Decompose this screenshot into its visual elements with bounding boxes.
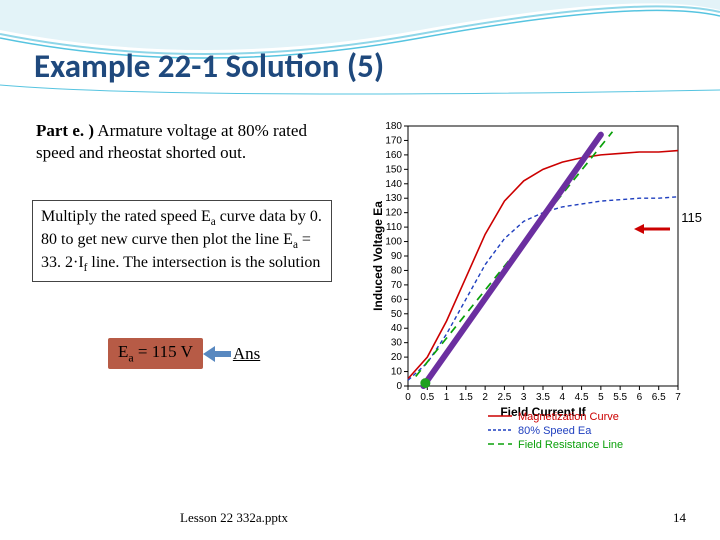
svg-text:30: 30 (391, 338, 403, 349)
svg-text:80: 80 (391, 265, 403, 276)
part-e-text: Part e. ) Armature voltage at 80% rated … (36, 120, 336, 164)
svg-text:60: 60 (391, 294, 403, 305)
svg-text:10: 10 (391, 367, 403, 378)
svg-text:0: 0 (396, 381, 402, 392)
ea-vs-if-chart: 0102030405060708090100110120130140150160… (368, 116, 702, 464)
svg-text:120: 120 (385, 208, 402, 219)
svg-text:6.5: 6.5 (652, 392, 666, 403)
svg-text:170: 170 (385, 135, 402, 146)
svg-text:110: 110 (386, 222, 402, 233)
svg-text:100: 100 (385, 237, 402, 248)
answer-row: Ea = 115 V Ans (108, 338, 260, 369)
svg-text:2.5: 2.5 (497, 392, 511, 403)
svg-text:1.5: 1.5 (459, 392, 473, 403)
svg-text:130: 130 (385, 193, 402, 204)
svg-text:7: 7 (675, 392, 681, 403)
svg-text:5: 5 (598, 392, 604, 403)
svg-text:150: 150 (385, 164, 402, 175)
svg-text:20: 20 (391, 352, 403, 363)
arrow-left-icon (203, 346, 231, 362)
svg-text:0: 0 (405, 392, 411, 403)
svg-text:4: 4 (560, 392, 566, 403)
svg-text:Induced Voltage Ea: Induced Voltage Ea (371, 201, 385, 311)
footer-page-number: 14 (673, 510, 686, 526)
svg-text:140: 140 (385, 179, 402, 190)
svg-text:90: 90 (391, 251, 403, 262)
svg-text:180: 180 (385, 121, 402, 132)
svg-text:160: 160 (385, 150, 402, 161)
ans-label: Ans (233, 344, 260, 364)
page-title: Example 22-1 Solution (5) (34, 46, 384, 86)
svg-text:5.5: 5.5 (613, 392, 627, 403)
svg-text:3: 3 (521, 392, 527, 403)
svg-text:70: 70 (391, 280, 403, 291)
svg-text:0.5: 0.5 (420, 392, 434, 403)
svg-text:50: 50 (391, 309, 403, 320)
svg-text:Magnetization Curve: Magnetization Curve (518, 411, 619, 423)
svg-text:2: 2 (482, 392, 488, 403)
instruction-box: Multiply the rated speed Ea curve data b… (32, 200, 332, 282)
footer-filename: Lesson 22 332a.pptx (180, 510, 288, 526)
answer-box: Ea = 115 V (108, 338, 203, 369)
svg-text:1: 1 (444, 392, 450, 403)
svg-text:4.5: 4.5 (575, 392, 589, 403)
svg-text:3.5: 3.5 (536, 392, 550, 403)
svg-text:40: 40 (391, 323, 403, 334)
svg-text:80% Speed Ea: 80% Speed Ea (518, 425, 592, 437)
svg-text:Field Resistance Line: Field Resistance Line (518, 439, 623, 451)
part-label: Part e. ) (36, 121, 94, 140)
svg-text:6: 6 (637, 392, 643, 403)
